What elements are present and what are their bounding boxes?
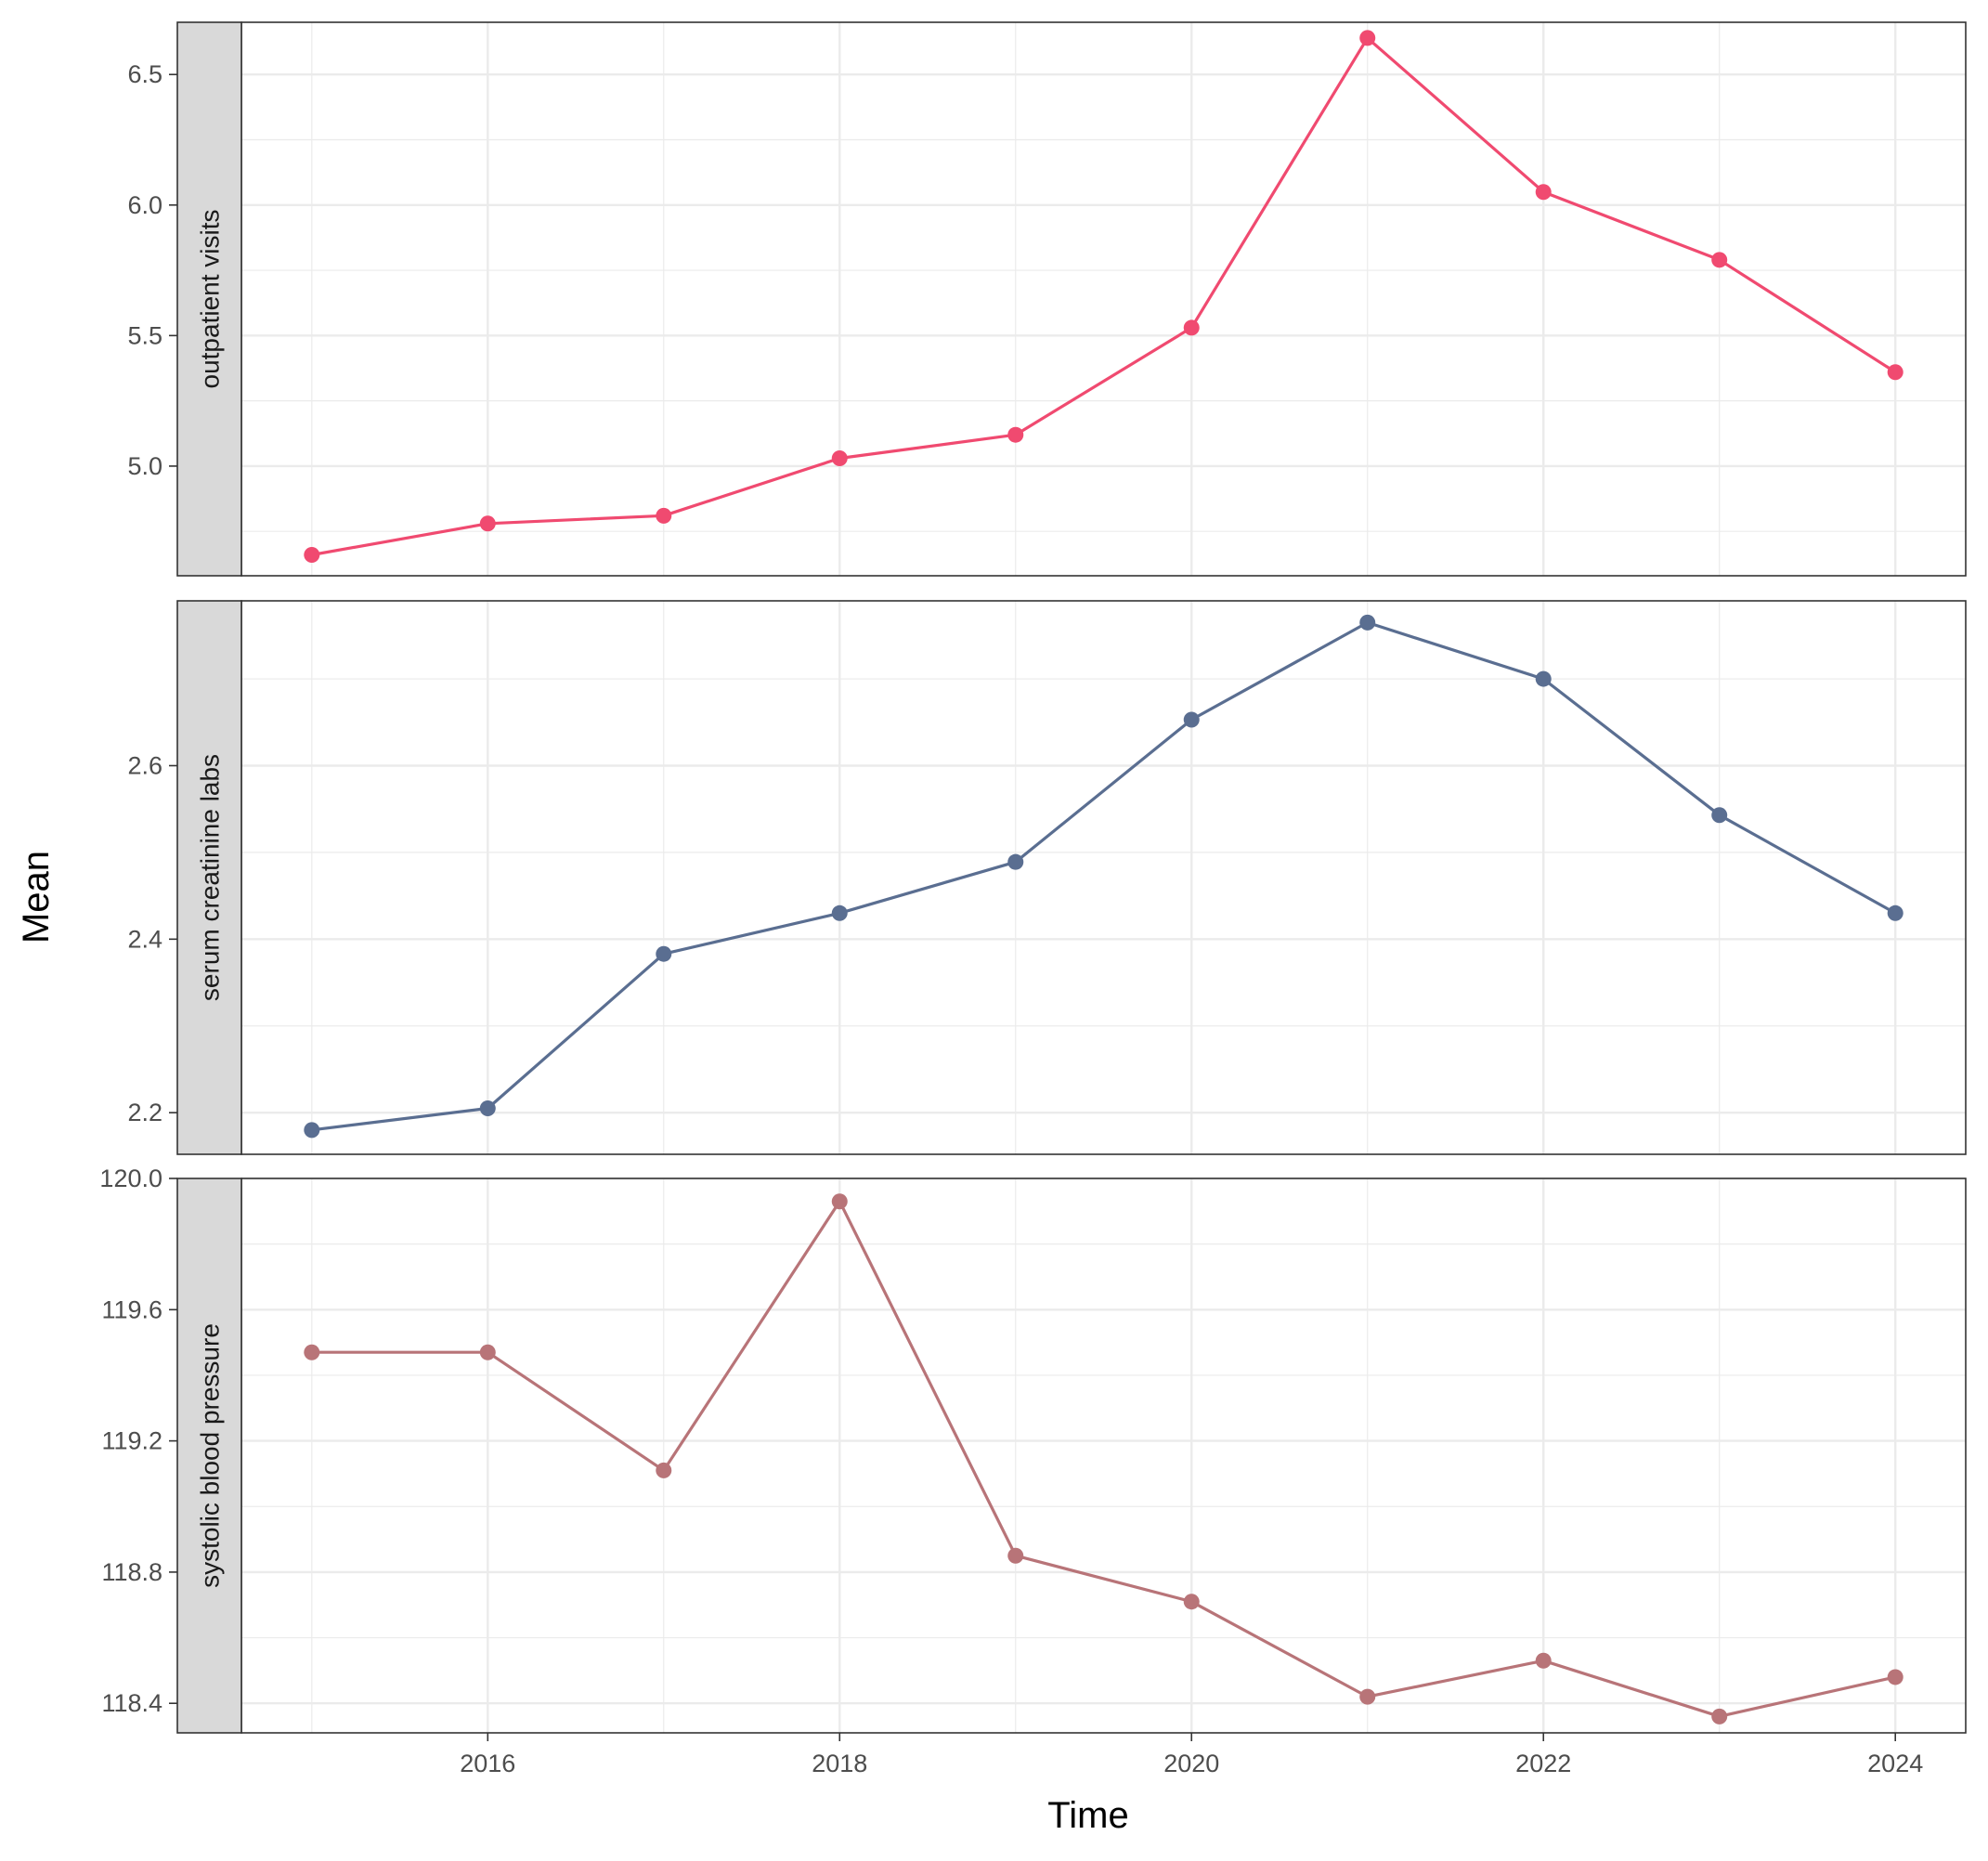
facet-strip-label: serum creatinine labs	[196, 754, 225, 1001]
data-point	[1535, 670, 1552, 687]
panels-layer: outpatient visits 5.0 5.5 6.0 6.5 serum creat…	[99, 21, 1967, 1734]
y-tick-label: 2.4	[127, 925, 162, 953]
data-point	[479, 1344, 496, 1360]
data-point	[479, 515, 496, 532]
y-tick-label: 120.0	[99, 1165, 162, 1192]
y-tick-label: 2.2	[127, 1099, 162, 1126]
data-point	[1359, 1688, 1376, 1705]
y-axis-title: Mean	[16, 851, 57, 944]
y-tick-label: 118.8	[101, 1558, 162, 1586]
data-point	[1007, 426, 1024, 443]
data-point	[656, 1462, 672, 1478]
panel-3: systolic blood pressure118.4118.8119.211…	[99, 1165, 1967, 1734]
data-point	[1887, 1669, 1904, 1685]
data-point	[1007, 853, 1024, 870]
data-point	[656, 507, 672, 524]
y-tick-label: 6.0	[127, 191, 162, 219]
data-point	[1887, 364, 1904, 381]
y-axis: 5.0 5.5 6.0 6.5	[127, 60, 177, 480]
y-tick-label: 5.5	[127, 321, 162, 349]
facet-strip-label: outpatient visits	[196, 210, 225, 389]
data-point	[1007, 1547, 1024, 1564]
y-tick-label: 6.5	[127, 60, 162, 88]
data-point	[1711, 252, 1728, 268]
data-point	[1359, 30, 1376, 46]
panel-2: serum creatinine labs 2.2 2.4 2.6	[127, 600, 1967, 1155]
data-point	[1711, 807, 1728, 824]
x-tick-label: 2022	[1515, 1750, 1571, 1777]
facet-strip-label: systolic blood pressure	[196, 1323, 225, 1588]
data-point	[304, 547, 320, 564]
x-axis: 2016 2018 2020 2022 2024	[460, 1733, 1923, 1777]
y-axis: 118.4 118.8 119.2 119.6 120.0	[99, 1165, 177, 1717]
y-tick-label: 119.2	[101, 1427, 162, 1455]
y-axis: 2.2 2.4 2.6	[127, 751, 177, 1126]
data-point	[1183, 711, 1200, 728]
x-tick-label: 2016	[460, 1750, 515, 1777]
data-point	[1183, 1594, 1200, 1610]
data-point	[479, 1100, 496, 1116]
data-point	[831, 1193, 848, 1210]
panel-gridlines	[241, 601, 1966, 1154]
data-point	[304, 1344, 320, 1360]
y-tick-label: 2.6	[127, 751, 162, 779]
panel-1: outpatient visits 5.0 5.5 6.0 6.5	[127, 21, 1967, 577]
data-point	[1359, 614, 1376, 631]
data-point	[1711, 1708, 1728, 1724]
panel-background	[241, 22, 1966, 576]
data-point	[656, 945, 672, 962]
data-point	[1183, 319, 1200, 336]
x-tick-label: 2024	[1867, 1750, 1923, 1777]
panel-background	[241, 601, 1966, 1154]
series-line	[311, 1200, 1896, 1718]
data-point	[831, 904, 848, 921]
facet-strip	[176, 600, 242, 1155]
y-tick-label: 118.4	[101, 1689, 162, 1717]
x-tick-label: 2020	[1163, 1750, 1219, 1777]
data-point	[1887, 904, 1904, 921]
facet-strip	[176, 1178, 242, 1734]
data-point	[304, 1122, 320, 1139]
x-axis-title: Time	[1047, 1795, 1128, 1836]
data-point	[831, 449, 848, 466]
panel-gridlines	[241, 22, 1966, 576]
data-point	[1535, 184, 1552, 201]
series-line	[311, 36, 1897, 557]
panel-background	[241, 1178, 1966, 1733]
series-line	[311, 620, 1896, 1132]
y-tick-label: 5.0	[127, 452, 162, 480]
x-tick-label: 2018	[812, 1750, 867, 1777]
facet-strip	[176, 21, 242, 577]
y-tick-label: 119.6	[101, 1295, 162, 1323]
data-point	[1535, 1652, 1552, 1669]
